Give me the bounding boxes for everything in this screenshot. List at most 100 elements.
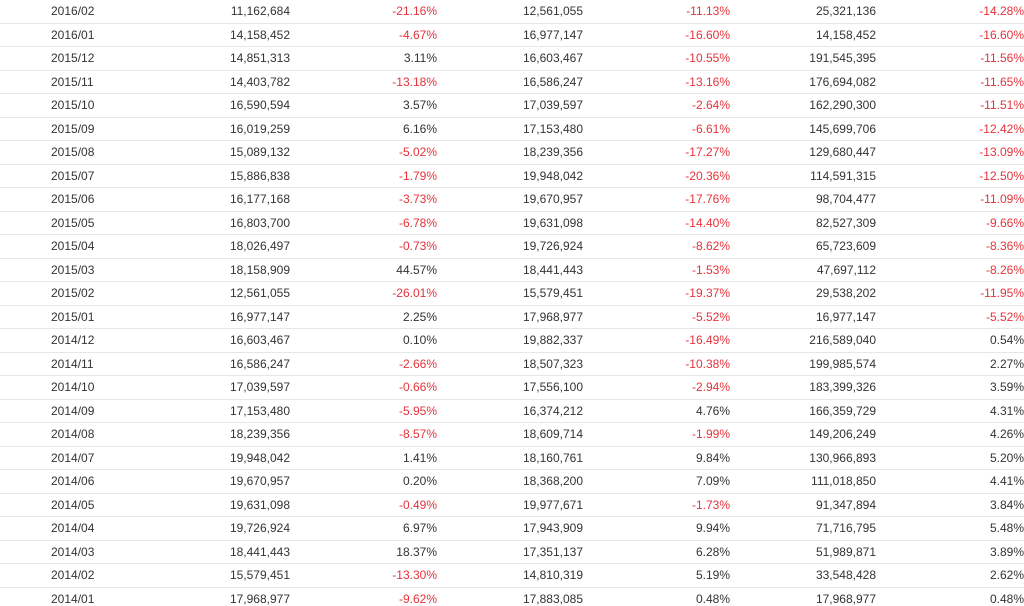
value-3-cell: 33,548,428 (730, 563, 876, 588)
change-1-cell: -4.67% (290, 23, 437, 47)
value-1-cell: 16,019,259 (145, 117, 290, 141)
change-2-cell: -6.61% (583, 117, 730, 141)
change-3-cell: 3.84% (876, 493, 1024, 517)
value-2-cell: 17,153,480 (437, 117, 583, 141)
change-3-cell: 5.48% (876, 516, 1024, 541)
value-3-cell: 29,538,202 (730, 281, 876, 306)
change-1-cell: 3.11% (290, 46, 437, 71)
value-3-cell: 91,347,894 (730, 493, 876, 517)
value-2-cell: 18,160,761 (437, 446, 583, 470)
value-2-cell: 17,968,977 (437, 305, 583, 329)
month-cell: 2015/04 (0, 234, 145, 259)
value-3-cell: 130,966,893 (730, 446, 876, 470)
change-1-cell: 6.16% (290, 117, 437, 141)
value-1-cell: 18,026,497 (145, 234, 290, 259)
value-3-cell: 47,697,112 (730, 258, 876, 282)
change-2-cell: 4.76% (583, 399, 730, 423)
table-row: 2014/06 19,670,957 0.20% 18,368,200 7.09% 111… (0, 469, 1024, 494)
table-row: 2014/03 18,441,443 18.37% 17,351,137 6.28% 51… (0, 540, 1024, 564)
table-row: 2016/01 14,158,452 -4.67% 16,977,147 -16.60%… (0, 23, 1024, 47)
value-1-cell: 14,403,782 (145, 70, 290, 94)
change-1-cell: -0.73% (290, 234, 437, 259)
change-1-cell: -0.49% (290, 493, 437, 517)
value-1-cell: 16,603,467 (145, 328, 290, 353)
change-2-cell: -20.36% (583, 164, 730, 188)
value-1-cell: 11,162,684 (145, 0, 290, 24)
change-1-cell: -26.01% (290, 281, 437, 306)
value-1-cell: 16,177,168 (145, 187, 290, 212)
table-row: 2015/03 18,158,909 44.57% 18,441,443 -1.53% 4… (0, 258, 1024, 282)
value-3-cell: 98,704,477 (730, 187, 876, 212)
change-2-cell: -13.16% (583, 70, 730, 94)
change-1-cell: -3.73% (290, 187, 437, 212)
value-1-cell: 18,158,909 (145, 258, 290, 282)
table-row: 2014/07 19,948,042 1.41% 18,160,761 9.84% 130… (0, 446, 1024, 470)
value-3-cell: 25,321,136 (730, 0, 876, 24)
table-row: 2014/08 18,239,356 -8.57% 18,609,714 -1.99% 1… (0, 422, 1024, 447)
change-3-cell: -11.65% (876, 70, 1024, 94)
change-3-cell: -5.52% (876, 305, 1024, 329)
change-2-cell: -1.73% (583, 493, 730, 517)
change-3-cell: 5.20% (876, 446, 1024, 470)
table-row: 2016/02 11,162,684 -21.16% 12,561,055 -11.13… (0, 0, 1024, 24)
value-3-cell: 129,680,447 (730, 140, 876, 165)
value-2-cell: 19,977,671 (437, 493, 583, 517)
value-3-cell: 216,589,040 (730, 328, 876, 353)
month-cell: 2014/11 (0, 352, 145, 376)
month-cell: 2015/03 (0, 258, 145, 282)
table-row: 2014/04 19,726,924 6.97% 17,943,909 9.94% 71,… (0, 516, 1024, 541)
value-3-cell: 51,989,871 (730, 540, 876, 564)
change-3-cell: 3.59% (876, 375, 1024, 400)
month-cell: 2015/09 (0, 117, 145, 141)
change-1-cell: -6.78% (290, 211, 437, 235)
value-1-cell: 19,948,042 (145, 446, 290, 470)
change-2-cell: -17.27% (583, 140, 730, 165)
change-1-cell: 0.10% (290, 328, 437, 353)
table-row: 2014/01 17,968,977 -9.62% 17,883,085 0.48% 17… (0, 587, 1024, 606)
month-cell: 2015/02 (0, 281, 145, 306)
month-cell: 2015/06 (0, 187, 145, 212)
table-row: 2014/09 17,153,480 -5.95% 16,374,212 4.76% 16… (0, 399, 1024, 423)
change-2-cell: -2.94% (583, 375, 730, 400)
value-2-cell: 18,441,443 (437, 258, 583, 282)
change-2-cell: 6.28% (583, 540, 730, 564)
change-2-cell: -10.55% (583, 46, 730, 71)
table-row: 2015/05 16,803,700 -6.78% 19,631,098 -14.40%… (0, 211, 1024, 235)
value-1-cell: 17,153,480 (145, 399, 290, 423)
value-3-cell: 65,723,609 (730, 234, 876, 259)
month-cell: 2014/03 (0, 540, 145, 564)
value-1-cell: 19,631,098 (145, 493, 290, 517)
change-3-cell: 4.26% (876, 422, 1024, 447)
value-3-cell: 82,527,309 (730, 211, 876, 235)
month-cell: 2015/07 (0, 164, 145, 188)
change-3-cell: -11.09% (876, 187, 1024, 212)
change-2-cell: -10.38% (583, 352, 730, 376)
change-2-cell: 7.09% (583, 469, 730, 494)
change-1-cell: -21.16% (290, 0, 437, 24)
table-row: 2015/10 16,590,594 3.57% 17,039,597 -2.64% 16… (0, 93, 1024, 118)
table-row: 2015/12 14,851,313 3.11% 16,603,467 -10.55% 1… (0, 46, 1024, 71)
change-3-cell: 2.62% (876, 563, 1024, 588)
value-3-cell: 166,359,729 (730, 399, 876, 423)
change-1-cell: 18.37% (290, 540, 437, 564)
value-3-cell: 183,399,326 (730, 375, 876, 400)
change-3-cell: -9.66% (876, 211, 1024, 235)
value-1-cell: 17,968,977 (229, 591, 290, 606)
value-3-cell: 114,591,315 (730, 164, 876, 188)
table-row: 2014/11 16,586,247 -2.66% 18,507,323 -10.38%… (0, 352, 1024, 376)
value-2-cell: 18,368,200 (437, 469, 583, 494)
change-1-cell: 2.25% (290, 305, 437, 329)
value-1-cell: 14,158,452 (145, 23, 290, 47)
value-2-cell: 18,239,356 (437, 140, 583, 165)
month-cell: 2015/12 (0, 46, 145, 71)
change-1-cell: 44.57% (290, 258, 437, 282)
change-1-cell: 3.57% (290, 93, 437, 118)
value-2-cell: 18,507,323 (437, 352, 583, 376)
month-cell: 2014/02 (0, 563, 145, 588)
value-1-cell: 16,590,594 (145, 93, 290, 118)
value-2-cell: 19,670,957 (437, 187, 583, 212)
table-row: 2015/08 15,089,132 -5.02% 18,239,356 -17.27%… (0, 140, 1024, 165)
value-2-cell: 19,882,337 (437, 328, 583, 353)
value-1-cell: 16,803,700 (145, 211, 290, 235)
